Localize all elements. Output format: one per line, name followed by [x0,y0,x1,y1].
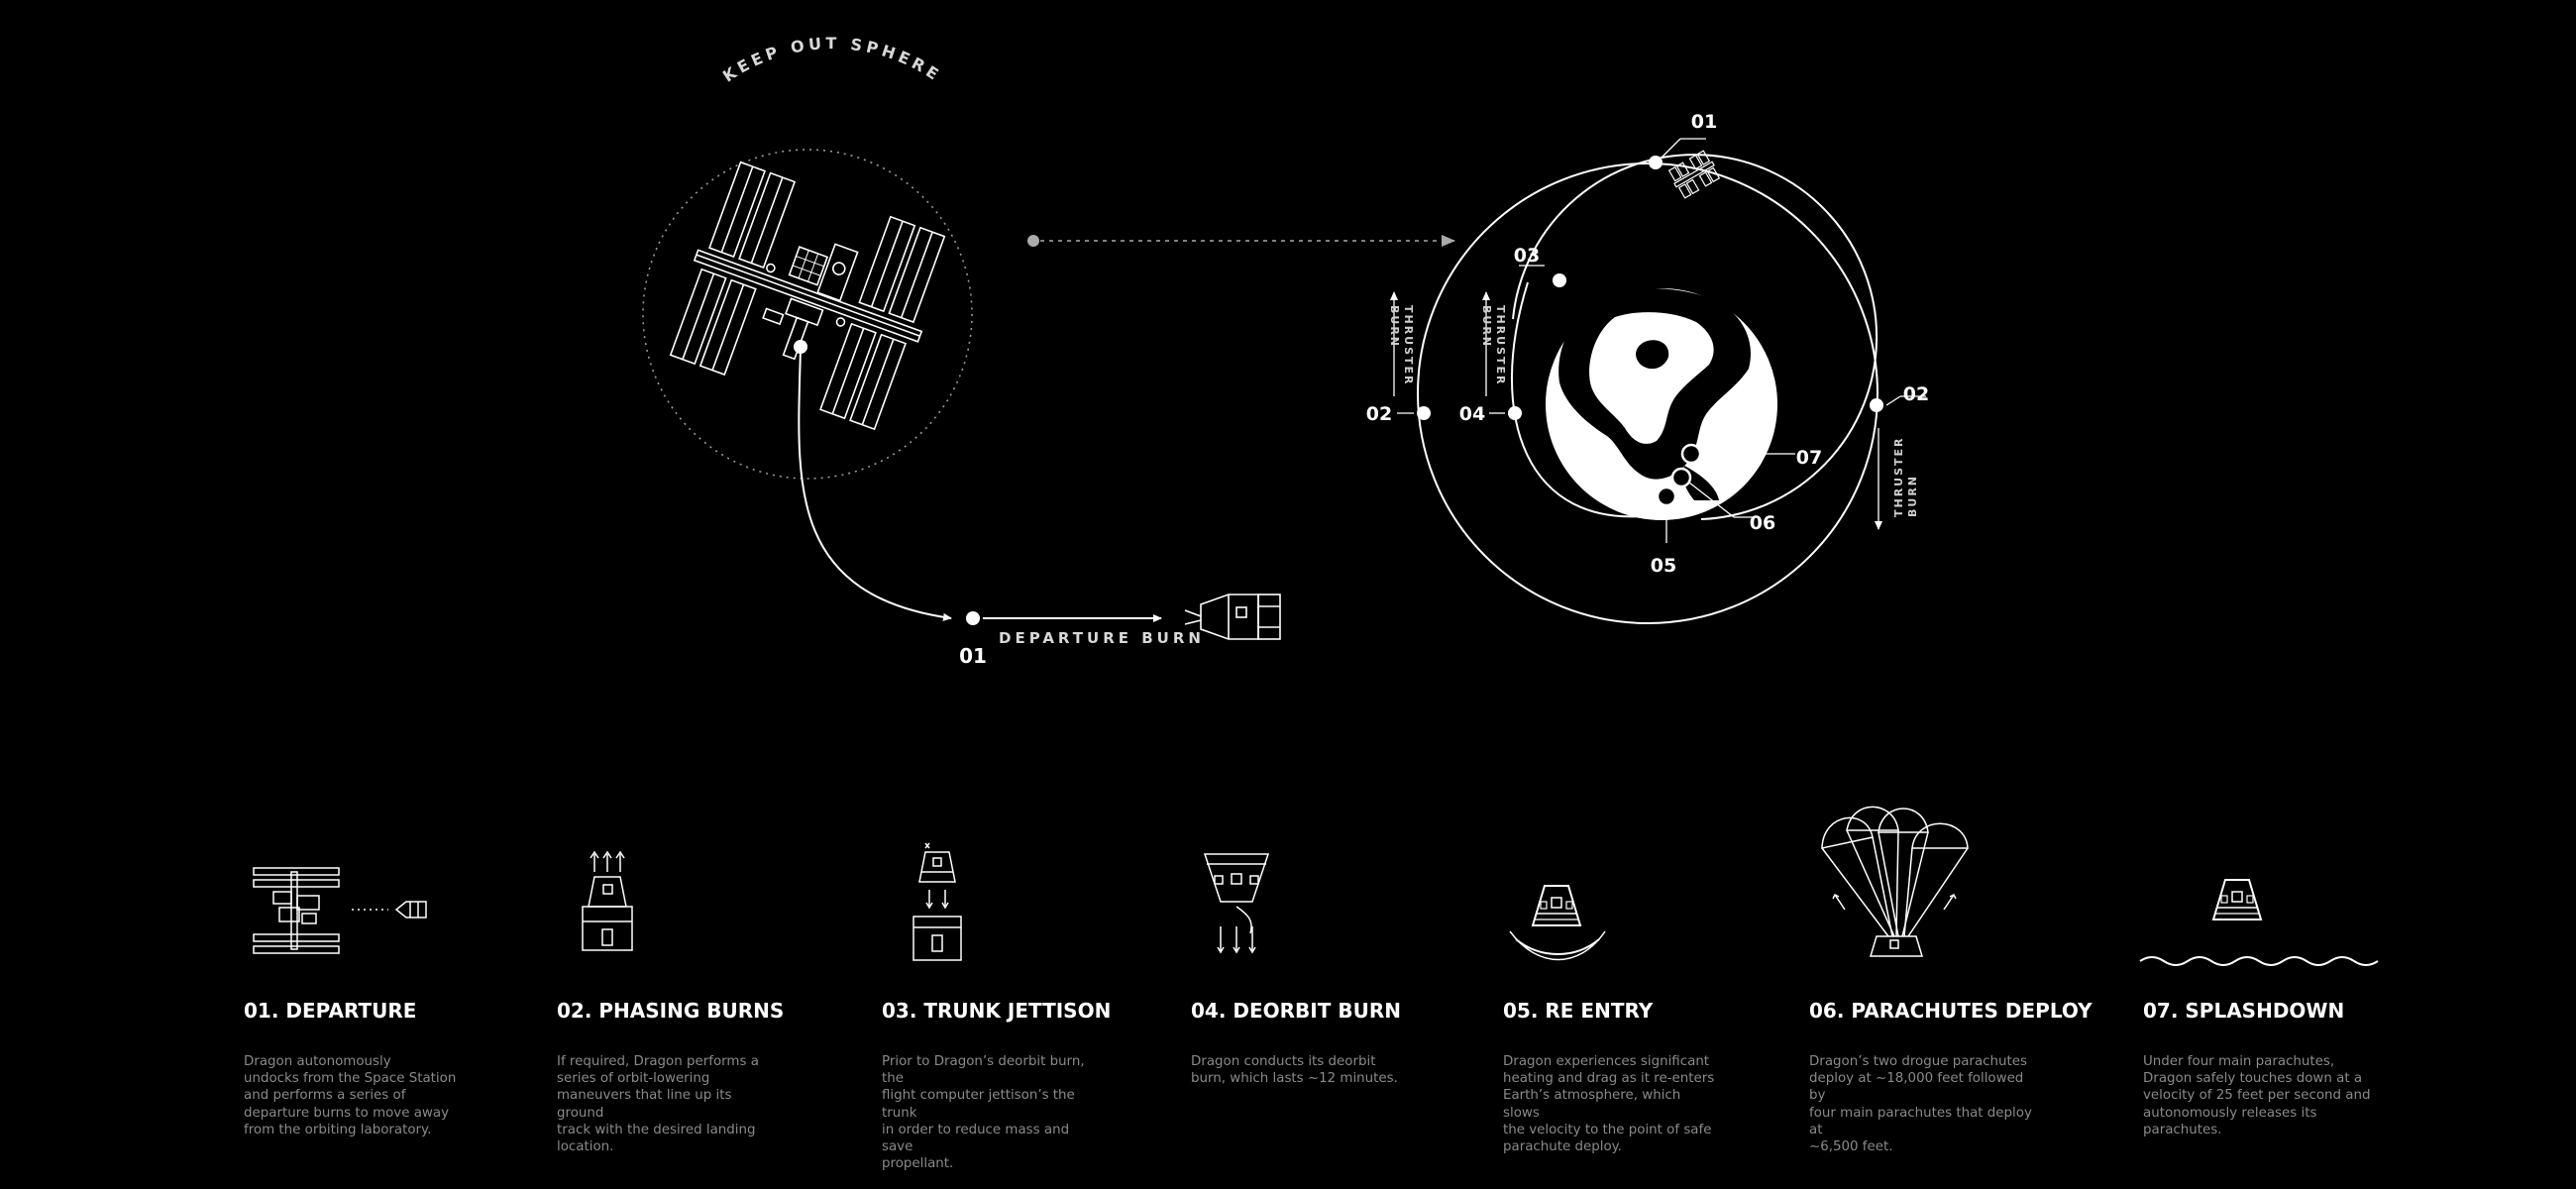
step-title: 05. RE ENTRY [1503,999,1654,1023]
step-description: Dragon’s two drogue parachutes deploy at… [1809,1054,2032,1155]
reentry-path [1510,281,1654,518]
reentry-icon [1509,885,1606,961]
splashdown-icon [2139,879,2379,966]
label-05: 05 [1651,555,1676,577]
label-02-right: 02 [1903,383,1929,405]
trunk-jettison-icon [912,842,962,961]
step-description: Dragon experiences significant heating a… [1503,1054,1715,1155]
transition-start-dot [1027,235,1039,247]
step-description: Under four main parachutes, Dragon safel… [2143,1054,2371,1137]
step-title: 07. SPLASHDOWN [2143,999,2345,1023]
earth-icon [1546,287,1777,520]
thruster-label-left: THRUSTERBURN [1388,305,1415,386]
orbit-point-02-left [1417,406,1431,420]
label-01-orbit: 01 [1691,111,1717,133]
departure-point-label: 01 [959,644,987,668]
step-title: 03. TRUNK JETTISON [882,999,1112,1023]
orbit-point-01 [1649,156,1663,169]
step-description: If required, Dragon performs a series of… [557,1054,759,1155]
phasing-burn-icon [582,850,633,951]
step-title: 04. DEORBIT BURN [1191,999,1401,1023]
departure-point [794,340,807,354]
iss-small-icon [1667,150,1721,199]
label-03: 03 [1514,245,1540,267]
orbit-point-02-right [1870,398,1883,412]
keep-out-sphere [642,149,973,480]
orbit-point-04 [1508,406,1522,420]
step-description: Dragon autonomously undocks from the Spa… [244,1054,457,1137]
departure-path [798,346,952,621]
label-04: 04 [1459,403,1485,425]
thruster-label-right: THRUSTERBURN [1892,436,1919,517]
departure-burn-label: DEPARTURE BURN [999,629,1205,647]
outer-orbit [1417,162,1878,624]
step-title: 06. PARACHUTES DEPLOY [1809,999,2093,1023]
deorbit-burn-icon [1203,853,1270,954]
iss-station-icon [669,161,946,431]
orbit-point-03 [1553,273,1566,287]
label-07: 07 [1796,447,1822,469]
label-02-left: 02 [1366,403,1392,425]
step-title: 01. DEPARTURE [244,999,417,1023]
departure-burn-point [966,611,980,625]
parachutes-icon [1821,806,1969,957]
landing-points [1656,443,1702,507]
step-description: Dragon conducts its deorbit burn, which … [1191,1054,1398,1087]
thruster-label-inner: THRUSTERBURN [1480,305,1507,386]
inner-orbit [1512,154,1878,520]
label-06: 06 [1750,512,1775,534]
dragon-capsule-icon [1184,594,1281,640]
step-description: Prior to Dragon’s deorbit burn, the flig… [882,1054,1085,1172]
station-departure-icon [253,867,427,954]
step-title: 02. PHASING BURNS [557,999,785,1023]
